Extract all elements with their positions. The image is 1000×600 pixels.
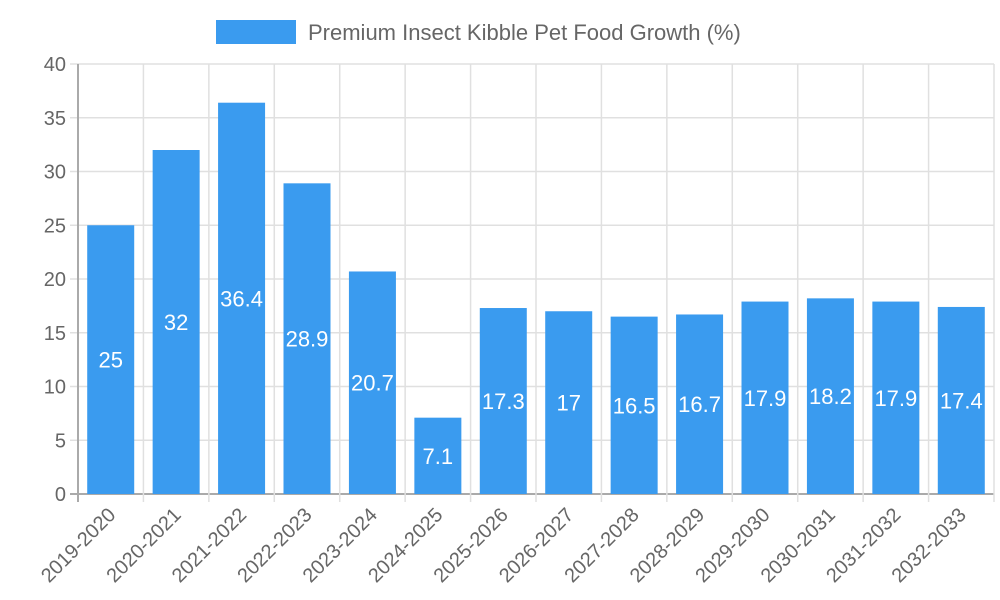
bar bbox=[545, 311, 593, 494]
data-label: 16.5 bbox=[613, 393, 656, 418]
data-label: 17.3 bbox=[482, 389, 525, 414]
legend[interactable]: Premium Insect Kibble Pet Food Growth (%… bbox=[216, 20, 741, 45]
data-label: 32 bbox=[164, 310, 188, 335]
bars: 25 32 36.4 28.9 20.7 7.1 17.3 17 16.5 16.7 17.9 18.… bbox=[87, 102, 985, 494]
y-tick-label: 5 bbox=[55, 430, 66, 452]
bar bbox=[872, 301, 920, 494]
bar bbox=[87, 225, 135, 494]
y-tick-label: 0 bbox=[55, 484, 66, 506]
data-label: 18.2 bbox=[809, 384, 852, 409]
legend-label: Premium Insect Kibble Pet Food Growth (%… bbox=[308, 20, 741, 45]
bar bbox=[218, 102, 266, 494]
bar bbox=[283, 183, 331, 494]
data-label: 17.9 bbox=[744, 386, 787, 411]
data-label: 25 bbox=[98, 348, 122, 373]
bar bbox=[741, 301, 789, 494]
y-tick-label: 35 bbox=[44, 108, 66, 130]
data-label: 28.9 bbox=[286, 327, 329, 352]
legend-swatch bbox=[216, 20, 296, 44]
y-tick-label: 20 bbox=[44, 269, 66, 291]
bar bbox=[806, 298, 854, 494]
data-label: 16.7 bbox=[678, 392, 721, 417]
grid bbox=[70, 63, 995, 502]
data-label: 17.9 bbox=[874, 386, 917, 411]
bar bbox=[937, 306, 985, 494]
y-tick-label: 10 bbox=[44, 377, 66, 399]
y-tick-label: 40 bbox=[44, 54, 66, 76]
bar bbox=[479, 308, 527, 494]
bar bbox=[152, 150, 200, 494]
data-label: 36.4 bbox=[220, 286, 263, 311]
bar bbox=[610, 316, 658, 494]
data-label: 20.7 bbox=[351, 371, 394, 396]
bar bbox=[414, 417, 462, 494]
data-label: 7.1 bbox=[423, 444, 454, 469]
data-label: 17 bbox=[556, 391, 580, 416]
y-tick-label: 30 bbox=[44, 162, 66, 184]
y-tick-label: 15 bbox=[44, 323, 66, 345]
data-label: 17.4 bbox=[940, 388, 983, 413]
y-tick-label: 25 bbox=[44, 215, 66, 237]
bar bbox=[676, 314, 724, 494]
bar bbox=[348, 271, 396, 494]
